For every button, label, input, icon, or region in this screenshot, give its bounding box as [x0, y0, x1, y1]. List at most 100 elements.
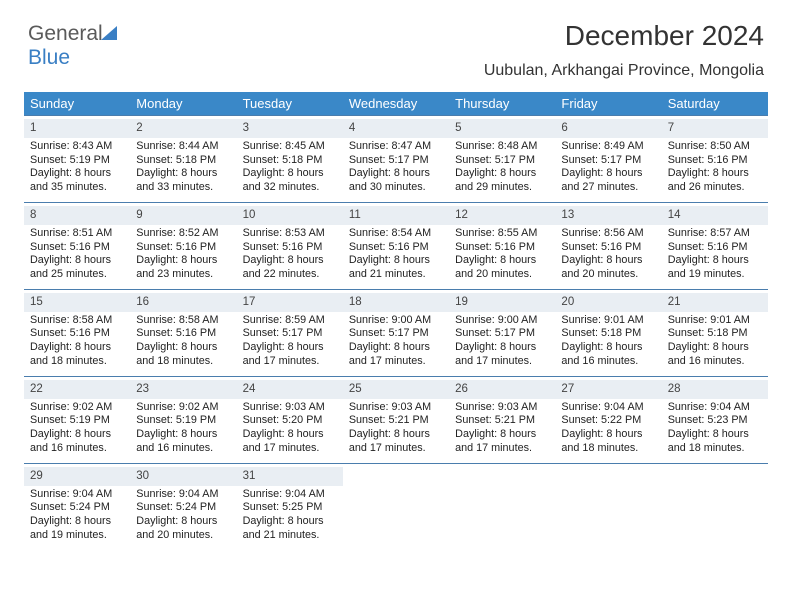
day-number: 9 — [130, 206, 236, 225]
day-cell: 1Sunrise: 8:43 AMSunset: 5:19 PMDaylight… — [24, 116, 130, 202]
day-detail: Sunrise: 9:03 AMSunset: 5:21 PMDaylight:… — [455, 401, 549, 456]
day-number: 13 — [555, 206, 661, 225]
day-number: 18 — [343, 293, 449, 312]
day-cell: 9 Sunrise: 8:52 AMSunset: 5:16 PMDaylight… — [130, 203, 236, 289]
day-detail: Sunrise: 8:54 AMSunset: 5:16 PMDaylight:… — [349, 227, 443, 282]
day-number: 10 — [237, 206, 343, 225]
day-cell: 25 Sunrise: 9:03 AMSunset: 5:21 PMDayligh… — [343, 377, 449, 463]
week-row: 29 Sunrise: 9:04 AMSunset: 5:24 PMDayligh… — [24, 463, 768, 550]
weekday-header: SundayMondayTuesdayWednesdayThursdayFrid… — [24, 92, 768, 115]
day-cell: 12Sunrise: 8:55 AMSunset: 5:16 PMDayligh… — [449, 203, 555, 289]
weekday-col-0: Sunday — [24, 92, 130, 115]
week-row: 15 Sunrise: 8:58 AMSunset: 5:16 PMDayligh… — [24, 289, 768, 376]
day-number: 14 — [662, 206, 768, 225]
day-number: 20 — [555, 293, 661, 312]
day-cell — [555, 464, 661, 550]
day-number: 22 — [24, 380, 130, 399]
day-detail: Sunrise: 9:02 AMSunset: 5:19 PMDaylight:… — [30, 401, 124, 456]
day-detail: Sunrise: 9:03 AMSunset: 5:21 PMDaylight:… — [349, 401, 443, 456]
day-detail: Sunrise: 9:01 AMSunset: 5:18 PMDaylight:… — [668, 314, 762, 369]
day-detail: Sunrise: 8:50 AMSunset: 5:16 PMDaylight:… — [668, 140, 762, 195]
day-detail: Sunrise: 9:00 AMSunset: 5:17 PMDaylight:… — [349, 314, 443, 369]
day-detail: Sunrise: 8:51 AMSunset: 5:16 PMDaylight:… — [30, 227, 124, 282]
weekday-col-5: Friday — [555, 92, 661, 115]
day-number: 15 — [24, 293, 130, 312]
day-number: 3 — [237, 119, 343, 138]
day-detail: Sunrise: 8:59 AMSunset: 5:17 PMDaylight:… — [243, 314, 337, 369]
location-label: Uubulan, Arkhangai Province, Mongolia — [484, 62, 764, 80]
day-cell: 28Sunrise: 9:04 AMSunset: 5:23 PMDayligh… — [662, 377, 768, 463]
day-cell: 15 Sunrise: 8:58 AMSunset: 5:16 PMDayligh… — [24, 290, 130, 376]
day-cell: 18 Sunrise: 9:00 AMSunset: 5:17 PMDayligh… — [343, 290, 449, 376]
day-detail: Sunrise: 8:55 AMSunset: 5:16 PMDaylight:… — [455, 227, 549, 282]
weekday-col-3: Wednesday — [343, 92, 449, 115]
day-number: 8 — [24, 206, 130, 225]
day-cell: 11 Sunrise: 8:54 AMSunset: 5:16 PMDayligh… — [343, 203, 449, 289]
day-detail: Sunrise: 8:58 AMSunset: 5:16 PMDaylight:… — [30, 314, 124, 369]
day-cell: 27 Sunrise: 9:04 AMSunset: 5:22 PMDayligh… — [555, 377, 661, 463]
day-cell: 29 Sunrise: 9:04 AMSunset: 5:24 PMDayligh… — [24, 464, 130, 550]
weekday-col-4: Thursday — [449, 92, 555, 115]
day-cell — [662, 464, 768, 550]
day-cell: 2Sunrise: 8:44 AMSunset: 5:18 PMDaylight… — [130, 116, 236, 202]
week-row: 8 Sunrise: 8:51 AMSunset: 5:16 PMDaylight… — [24, 202, 768, 289]
day-detail: Sunrise: 9:04 AMSunset: 5:22 PMDaylight:… — [561, 401, 655, 456]
day-number: 17 — [237, 293, 343, 312]
day-number: 7 — [662, 119, 768, 138]
day-number: 23 — [130, 380, 236, 399]
day-number: 24 — [237, 380, 343, 399]
day-detail: Sunrise: 9:02 AMSunset: 5:19 PMDaylight:… — [136, 401, 230, 456]
day-cell: 24Sunrise: 9:03 AMSunset: 5:20 PMDayligh… — [237, 377, 343, 463]
day-cell — [449, 464, 555, 550]
day-cell: 8 Sunrise: 8:51 AMSunset: 5:16 PMDaylight… — [24, 203, 130, 289]
day-number: 25 — [343, 380, 449, 399]
calendar: SundayMondayTuesdayWednesdayThursdayFrid… — [24, 92, 768, 550]
day-cell: 30Sunrise: 9:04 AMSunset: 5:24 PMDayligh… — [130, 464, 236, 550]
day-cell: 4 Sunrise: 8:47 AMSunset: 5:17 PMDaylight… — [343, 116, 449, 202]
day-detail: Sunrise: 9:00 AMSunset: 5:17 PMDaylight:… — [455, 314, 549, 369]
day-number: 27 — [555, 380, 661, 399]
day-cell: 6 Sunrise: 8:49 AMSunset: 5:17 PMDaylight… — [555, 116, 661, 202]
day-number: 5 — [449, 119, 555, 138]
logo-triangle-icon — [101, 26, 117, 40]
day-detail: Sunrise: 9:04 AMSunset: 5:24 PMDaylight:… — [30, 488, 124, 543]
logo-text-1: General — [28, 22, 103, 45]
day-cell: 14 Sunrise: 8:57 AMSunset: 5:16 PMDayligh… — [662, 203, 768, 289]
day-cell: 19Sunrise: 9:00 AMSunset: 5:17 PMDayligh… — [449, 290, 555, 376]
day-cell: 22 Sunrise: 9:02 AMSunset: 5:19 PMDayligh… — [24, 377, 130, 463]
day-cell: 7 Sunrise: 8:50 AMSunset: 5:16 PMDaylight… — [662, 116, 768, 202]
day-number: 1 — [24, 119, 130, 138]
day-cell: 13 Sunrise: 8:56 AMSunset: 5:16 PMDayligh… — [555, 203, 661, 289]
day-cell: 20 Sunrise: 9:01 AMSunset: 5:18 PMDayligh… — [555, 290, 661, 376]
day-cell: 23 Sunrise: 9:02 AMSunset: 5:19 PMDayligh… — [130, 377, 236, 463]
day-number: 30 — [130, 467, 236, 486]
day-detail: Sunrise: 9:01 AMSunset: 5:18 PMDaylight:… — [561, 314, 655, 369]
day-number: 28 — [662, 380, 768, 399]
day-cell: 16Sunrise: 8:58 AMSunset: 5:16 PMDayligh… — [130, 290, 236, 376]
day-number: 26 — [449, 380, 555, 399]
day-cell: 5 Sunrise: 8:48 AMSunset: 5:17 PMDaylight… — [449, 116, 555, 202]
day-cell: 31Sunrise: 9:04 AMSunset: 5:25 PMDayligh… — [237, 464, 343, 550]
day-number: 31 — [237, 467, 343, 486]
logo-text-2: Blue — [28, 46, 70, 69]
day-detail: Sunrise: 8:49 AMSunset: 5:17 PMDaylight:… — [561, 140, 655, 195]
page-title: December 2024 — [565, 20, 764, 52]
week-row: 22 Sunrise: 9:02 AMSunset: 5:19 PMDayligh… — [24, 376, 768, 463]
day-detail: Sunrise: 8:56 AMSunset: 5:16 PMDaylight:… — [561, 227, 655, 282]
day-number: 6 — [555, 119, 661, 138]
day-cell: 17 Sunrise: 8:59 AMSunset: 5:17 PMDayligh… — [237, 290, 343, 376]
weekday-col-2: Tuesday — [237, 92, 343, 115]
day-number: 4 — [343, 119, 449, 138]
day-detail: Sunrise: 8:48 AMSunset: 5:17 PMDaylight:… — [455, 140, 549, 195]
day-number: 21 — [662, 293, 768, 312]
day-number: 29 — [24, 467, 130, 486]
day-number: 11 — [343, 206, 449, 225]
day-detail: Sunrise: 8:47 AMSunset: 5:17 PMDaylight:… — [349, 140, 443, 195]
day-cell — [343, 464, 449, 550]
day-cell: 3Sunrise: 8:45 AMSunset: 5:18 PMDaylight… — [237, 116, 343, 202]
day-cell: 10Sunrise: 8:53 AMSunset: 5:16 PMDayligh… — [237, 203, 343, 289]
logo: General Blue — [28, 22, 117, 70]
day-detail: Sunrise: 8:57 AMSunset: 5:16 PMDaylight:… — [668, 227, 762, 282]
day-number: 2 — [130, 119, 236, 138]
day-detail: Sunrise: 8:52 AMSunset: 5:16 PMDaylight:… — [136, 227, 230, 282]
